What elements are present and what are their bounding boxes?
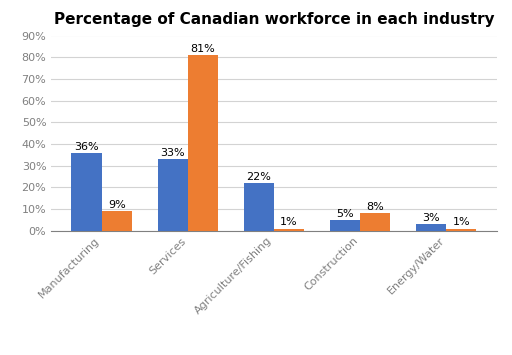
Text: 81%: 81% [190,44,215,54]
Bar [72,153,101,231]
Text: 36%: 36% [74,142,99,152]
Bar [330,220,360,231]
Bar [360,213,390,231]
Text: 9%: 9% [108,200,125,210]
Bar [244,183,274,231]
Text: 33%: 33% [160,148,185,158]
Bar [188,55,218,231]
Text: 5%: 5% [336,209,354,219]
Text: 8%: 8% [366,202,384,212]
Title: Percentage of Canadian workforce in each industry: Percentage of Canadian workforce in each… [54,12,494,27]
Bar [446,229,476,231]
Text: 3%: 3% [422,213,440,223]
Text: 1%: 1% [453,218,470,228]
Text: 1%: 1% [280,218,298,228]
Bar [101,211,132,231]
Bar [274,229,304,231]
Bar [416,224,446,231]
Bar [158,159,188,231]
Text: 22%: 22% [246,172,271,182]
